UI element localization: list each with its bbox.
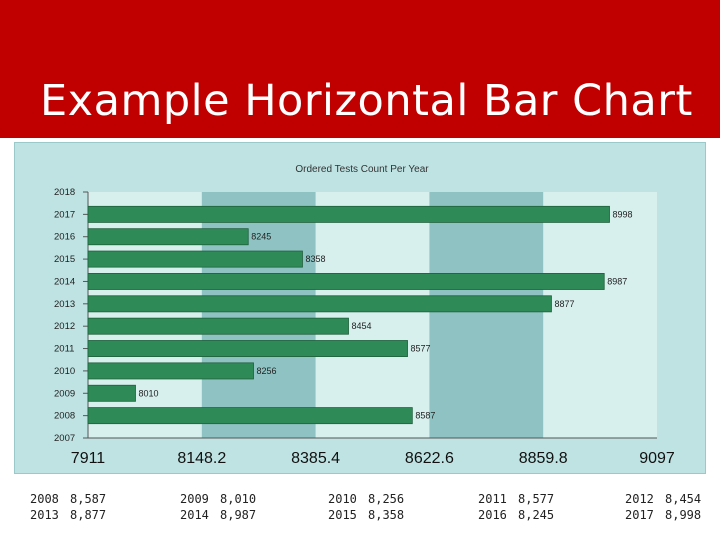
bar-2016 — [87, 228, 249, 246]
data-label-2016: 8245 — [251, 232, 271, 242]
table-value: 8,998 — [665, 508, 702, 522]
table-year: 2010 — [328, 492, 357, 506]
data-label-2009: 8010 — [138, 388, 158, 398]
bar-2008 — [87, 407, 413, 425]
x-tick-label: 7911 — [71, 450, 106, 467]
y-tick-label: 2014 — [54, 276, 75, 287]
y-tick-label: 2009 — [54, 388, 75, 399]
bar-2017 — [87, 205, 610, 223]
grid-band — [429, 192, 544, 438]
data-label-2017: 8998 — [613, 209, 633, 219]
data-label-2008: 8587 — [415, 411, 435, 421]
table-value: 8,454 — [665, 492, 702, 506]
bar-2011 — [87, 340, 408, 357]
table-value: 8,010 — [220, 492, 257, 506]
bar-2013 — [87, 295, 552, 313]
table-value: 8,358 — [368, 508, 405, 522]
plot-area: 2018 2017 2016 2015 2014 2013 2012 2011 2010 2009… — [54, 187, 675, 467]
y-tick-label: 2017 — [54, 209, 75, 220]
table-value: 8,577 — [518, 492, 555, 506]
bar-2010 — [87, 362, 254, 380]
data-table: 2008 8,587 2009 8,010 2010 8,256 2011 8,577 2012… — [0, 492, 720, 532]
table-year: 2013 — [30, 508, 59, 522]
data-label-2013: 8877 — [554, 299, 574, 309]
table-value: 8,877 — [70, 508, 107, 522]
y-tick-label: 2018 — [54, 187, 75, 198]
y-tick-label: 2012 — [54, 321, 75, 332]
x-tick-label: 8622.6 — [405, 450, 454, 467]
table-value: 8,587 — [70, 492, 107, 506]
y-tick-label: 2016 — [54, 232, 75, 243]
bar-2012 — [87, 317, 349, 335]
bar-2009 — [87, 384, 136, 402]
x-tick-label: 9097 — [639, 450, 675, 467]
table-value: 8,987 — [220, 508, 257, 522]
table-year: 2008 — [30, 492, 59, 506]
y-tick-label: 2013 — [54, 299, 75, 310]
y-tick-label: 2007 — [54, 433, 75, 444]
y-tick-label: 2011 — [54, 344, 74, 355]
x-tick-label: 8148.2 — [177, 450, 226, 467]
table-year: 2011 — [478, 492, 507, 506]
y-tick-label: 2010 — [54, 366, 75, 377]
data-label-2015: 8358 — [305, 254, 325, 264]
table-year: 2012 — [625, 492, 654, 506]
table-year: 2017 — [625, 508, 654, 522]
y-tick-label: 2015 — [54, 254, 75, 265]
chart-title: Ordered Tests Count Per Year — [295, 164, 429, 175]
data-label-2011: 8577 — [411, 344, 431, 354]
table-year: 2015 — [328, 508, 357, 522]
slide-header: Example Horizontal Bar Chart — [0, 0, 720, 138]
table-value: 8,256 — [368, 492, 405, 506]
table-year: 2016 — [478, 508, 507, 522]
data-label-2012: 8454 — [352, 321, 372, 331]
table-value: 8,245 — [518, 508, 555, 522]
slide-title: Example Horizontal Bar Chart — [40, 76, 693, 126]
bar-2015 — [87, 250, 303, 268]
x-tick-label: 8385.4 — [291, 450, 340, 467]
y-tick-label: 2008 — [54, 411, 75, 422]
data-label-2010: 8256 — [257, 366, 277, 376]
table-year: 2014 — [180, 508, 209, 522]
x-tick-label: 8859.8 — [519, 450, 568, 467]
bar-2014 — [87, 273, 605, 290]
data-label-2014: 8987 — [607, 276, 627, 286]
table-year: 2009 — [180, 492, 209, 506]
